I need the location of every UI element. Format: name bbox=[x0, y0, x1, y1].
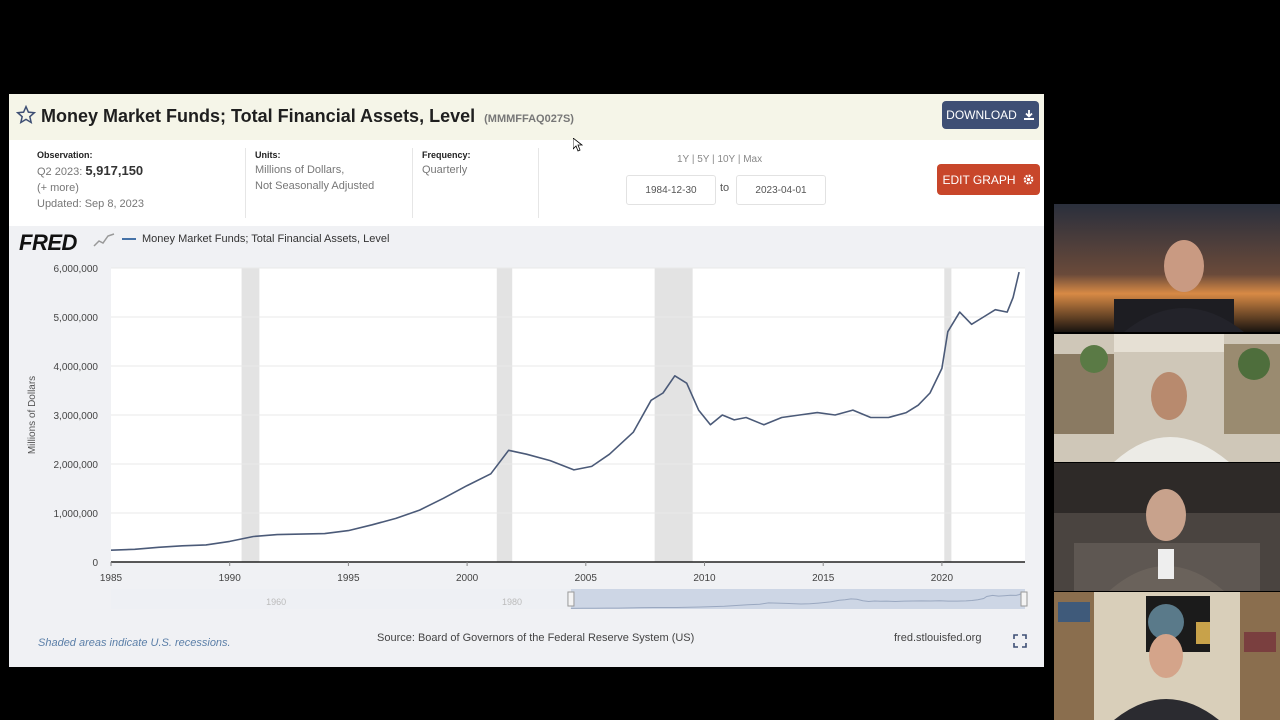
x-tick-label: 2010 bbox=[693, 573, 716, 584]
y-tick-label: 1,000,000 bbox=[54, 509, 99, 520]
line-chart[interactable]: 0 1,000,000 2,000,000 3,000,000 4,000,000 5,0… bbox=[9, 226, 1044, 667]
y-tick-label: 5,000,000 bbox=[54, 313, 99, 324]
frequency-label: Frequency: bbox=[422, 150, 471, 160]
x-tick-label: 1995 bbox=[337, 573, 360, 584]
star-icon[interactable] bbox=[16, 105, 36, 125]
units-block: Millions of Dollars, Not Seasonally Adju… bbox=[255, 162, 374, 194]
download-label: DOWNLOAD bbox=[946, 108, 1017, 122]
chart-area: FRED Money Market Funds; Total Financial… bbox=[9, 226, 1044, 667]
participant-video-1 bbox=[1054, 204, 1280, 332]
x-tick-label: 2000 bbox=[456, 573, 479, 584]
divider bbox=[245, 148, 246, 218]
units-label: Units: bbox=[255, 150, 281, 160]
divider bbox=[412, 148, 413, 218]
more-link[interactable]: (+ more) bbox=[37, 182, 79, 194]
y-tick-label: 6,000,000 bbox=[54, 264, 99, 275]
fred-chart-icon bbox=[93, 233, 115, 247]
navigator-tick-label: 1980 bbox=[502, 597, 522, 607]
x-tick-label: 2020 bbox=[931, 573, 954, 584]
fred-panel: Money Market Funds; Total Financial Asse… bbox=[9, 94, 1044, 667]
y-tick-label: 4,000,000 bbox=[54, 362, 99, 373]
series-id: (MMMFFAQ027S) bbox=[484, 113, 574, 125]
navigator-handle-right[interactable] bbox=[1020, 591, 1028, 607]
navigator-selection bbox=[570, 589, 1025, 609]
participant-video-2 bbox=[1054, 334, 1280, 462]
navigator-tick-label: 1960 bbox=[266, 597, 286, 607]
chart-legend: Money Market Funds; Total Financial Asse… bbox=[122, 233, 389, 245]
y-tick-label: 2,000,000 bbox=[54, 460, 99, 471]
participant-video-3 bbox=[1054, 463, 1280, 591]
units-line-1: Millions of Dollars, bbox=[255, 164, 345, 176]
range-10y-button[interactable]: 10Y bbox=[717, 154, 736, 165]
observation-period: Q2 2023: bbox=[37, 166, 83, 178]
fullscreen-icon[interactable] bbox=[1013, 634, 1027, 648]
mouse-cursor-icon bbox=[573, 138, 583, 152]
download-icon bbox=[1023, 110, 1034, 120]
start-date-input[interactable]: 1984-12-30 bbox=[626, 175, 716, 205]
x-tick-label: 2005 bbox=[575, 573, 598, 584]
participant-video-4 bbox=[1054, 592, 1280, 720]
navigator-series bbox=[570, 592, 1023, 609]
title-row: Money Market Funds; Total Financial Asse… bbox=[9, 94, 1044, 140]
legend-line-swatch bbox=[122, 238, 136, 240]
x-tick-label: 1990 bbox=[219, 573, 242, 584]
series-title: Money Market Funds; Total Financial Asse… bbox=[41, 106, 476, 126]
updated-date: Updated: Sep 8, 2023 bbox=[37, 198, 145, 210]
page-title: Money Market Funds; Total Financial Asse… bbox=[41, 106, 574, 127]
frequency-value: Quarterly bbox=[422, 164, 468, 176]
info-bar: Observation: Q2 2023: 5,917,150 (+ more)… bbox=[9, 140, 1044, 226]
observation-label: Observation: bbox=[37, 150, 93, 160]
divider bbox=[538, 148, 539, 218]
observation-value: 5,917,150 bbox=[85, 163, 144, 178]
fred-url-link[interactable]: fred.stlouisfed.org bbox=[894, 632, 982, 644]
y-tick-label: 3,000,000 bbox=[54, 411, 99, 422]
x-tick-label: 2015 bbox=[812, 573, 835, 584]
observation-block: Q2 2023: 5,917,150 (+ more) Updated: Sep… bbox=[37, 163, 144, 212]
end-date-input[interactable]: 2023-04-01 bbox=[736, 175, 826, 205]
x-tick-label: 1985 bbox=[100, 573, 123, 584]
range-5y-button[interactable]: 5Y bbox=[697, 154, 710, 165]
source-text: Source: Board of Governors of the Federa… bbox=[377, 632, 695, 644]
range-1y-button[interactable]: 1Y bbox=[677, 154, 690, 165]
to-label: to bbox=[720, 182, 730, 194]
recession-note: Shaded areas indicate U.S. recessions. bbox=[38, 637, 231, 649]
legend-label: Money Market Funds; Total Financial Asse… bbox=[142, 233, 390, 245]
download-button[interactable]: DOWNLOAD bbox=[942, 101, 1039, 129]
edit-graph-label: EDIT GRAPH bbox=[942, 172, 1016, 187]
range-selector: 1Y | 5Y | 10Y | Max bbox=[677, 154, 763, 165]
y-tick-label: 0 bbox=[92, 558, 98, 569]
units-line-2: Not Seasonally Adjusted bbox=[255, 180, 375, 192]
edit-graph-button[interactable]: EDIT GRAPH bbox=[937, 164, 1040, 195]
series-line[interactable] bbox=[110, 271, 1020, 551]
fred-logo: FRED bbox=[19, 230, 77, 255]
navigator-handle-left[interactable] bbox=[567, 591, 575, 607]
range-max-button[interactable]: Max bbox=[743, 154, 763, 165]
y-axis-title: Millions of Dollars bbox=[27, 376, 38, 454]
gear-icon bbox=[1023, 174, 1033, 185]
